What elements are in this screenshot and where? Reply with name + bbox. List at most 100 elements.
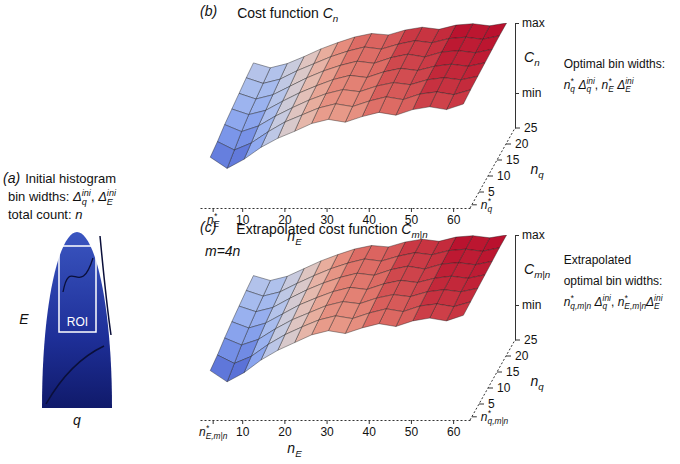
math-base: Δ: [616, 78, 625, 92]
annotation: Extrapolated optimal bin widths: n*q,m|n Δ…: [564, 253, 664, 311]
tick-mark: [506, 144, 511, 145]
x-axis: n*E,m|n102030405060: [199, 420, 471, 441]
text-run: optimal bin widths:: [564, 274, 663, 288]
text-run: 15: [506, 153, 520, 167]
tick-label: n*E,m|n: [199, 423, 228, 441]
panel-label: (b): [200, 3, 217, 19]
tick: 25: [515, 333, 538, 347]
tick: 15: [497, 153, 520, 167]
text-run: ,: [91, 189, 98, 204]
panel-a: (a)Initial histogrambin widths: Δiniq, Δ…: [3, 170, 117, 428]
tick-label: 20: [278, 425, 292, 439]
tick-label: 15: [506, 365, 520, 379]
z-axis: minmax: [515, 228, 545, 340]
text-run: (b): [200, 3, 217, 19]
subscript: E,m|n: [624, 301, 646, 311]
math-base: n: [531, 161, 539, 177]
dispersion-line: [46, 346, 104, 404]
subscript: E: [654, 301, 660, 311]
axis-line: [470, 128, 515, 208]
subscript: q: [487, 204, 492, 214]
tick-label: 25: [524, 121, 538, 135]
tick: 30: [320, 420, 334, 439]
tick-mark: [242, 208, 243, 212]
axis-line: [470, 340, 515, 420]
axis-line: [201, 420, 471, 421]
subtitle: m=4n: [205, 243, 241, 259]
tick: 5: [479, 185, 495, 199]
annotation-text: n*q,m|n Δiniq, n*E,m|nΔiniE: [564, 293, 664, 311]
tick-label: 5: [488, 397, 495, 411]
axis-title: nq: [531, 161, 545, 180]
text-run: Cost function: [237, 5, 323, 21]
text-run: max: [522, 16, 545, 30]
tick-mark: [515, 305, 519, 306]
subscript: E,m|n: [206, 431, 228, 441]
axis-title: nE: [287, 440, 302, 459]
tick-label: 60: [447, 425, 461, 439]
panel-label: (c): [200, 219, 216, 235]
tick-label: 60: [447, 213, 461, 227]
math-base: Δ: [645, 295, 654, 309]
text-run: 15: [506, 365, 520, 379]
subscript: q: [586, 84, 591, 94]
axis-title: q: [73, 412, 81, 428]
subscript: E: [107, 197, 114, 207]
text-run: Optimal bin widths:: [564, 57, 665, 71]
subscript: E: [295, 448, 302, 459]
panel-label: (a): [3, 170, 20, 186]
tick-mark: [515, 23, 519, 24]
tick-label: 10: [497, 381, 511, 395]
text-run: 30: [320, 425, 334, 439]
tick-label: 15: [506, 153, 520, 167]
y-axis: n*q510152025: [470, 121, 538, 214]
text-run: 10: [497, 169, 511, 183]
tick-mark: [284, 208, 285, 212]
subscript: q: [603, 301, 608, 311]
tick-mark: [453, 208, 454, 212]
tick-mark: [213, 420, 214, 424]
tick-mark: [369, 420, 370, 424]
axis-title: Cn: [524, 49, 540, 68]
text-run: bin widths:: [8, 189, 73, 204]
tick: 10: [488, 381, 511, 395]
math-base: Δ: [97, 189, 107, 204]
tick: 10: [236, 420, 250, 439]
tick: 20: [506, 137, 529, 151]
tick-mark: [369, 208, 370, 212]
tick: 20: [506, 349, 529, 363]
tick-label: 25: [524, 333, 538, 347]
tick-mark: [479, 404, 484, 405]
subscript: q: [82, 197, 87, 207]
tick-label: max: [522, 228, 545, 242]
axis-line: [201, 208, 471, 209]
tick-label: n*q,m|n: [481, 408, 509, 426]
text-run: 25: [524, 121, 538, 135]
text-run: 60: [447, 213, 461, 227]
subscript: q,m|n: [570, 301, 591, 311]
tick-label: min: [522, 86, 541, 100]
annotation: Optimal bin widths:n*q Δiniq, n*E ΔiniE: [564, 57, 665, 94]
tick: 50: [405, 420, 419, 439]
text-run: 20: [515, 349, 529, 363]
dispersion-line: [63, 258, 93, 292]
tick-label: max: [522, 16, 545, 30]
panel-text: total count: n: [8, 207, 82, 222]
surface: [210, 235, 506, 382]
text-run: Initial histogram: [25, 171, 116, 186]
axis-title: Cm|n: [524, 261, 550, 280]
tick-mark: [497, 372, 502, 373]
tick-mark: [488, 388, 493, 389]
surface-panel: (c)Extrapolated cost function Cm|nm=4nnE…: [200, 219, 664, 459]
tick: 60: [447, 420, 461, 439]
tick-mark: [497, 160, 502, 161]
text-run: Extrapolated: [564, 253, 631, 267]
math-base: Δ: [72, 189, 82, 204]
tick-label: 30: [320, 425, 334, 439]
text-run: ,: [611, 295, 618, 309]
text-run: min: [522, 86, 541, 100]
text-run: total count:: [8, 207, 75, 222]
tick-mark: [488, 176, 493, 177]
tick: max: [515, 228, 545, 242]
text-run: 5: [488, 397, 495, 411]
